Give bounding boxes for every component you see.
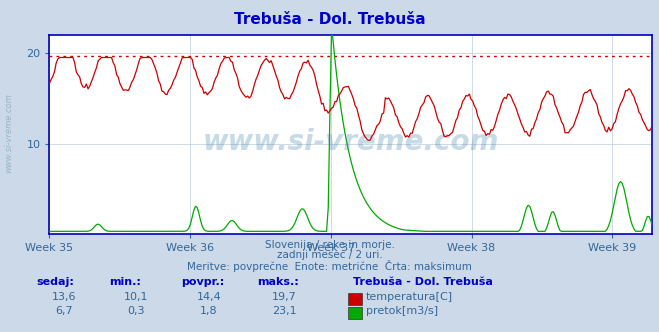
Text: 14,4: 14,4 bbox=[196, 292, 221, 302]
Text: www.si-vreme.com: www.si-vreme.com bbox=[203, 128, 499, 156]
Text: Trebuša - Dol. Trebuša: Trebuša - Dol. Trebuša bbox=[234, 12, 425, 27]
Text: 19,7: 19,7 bbox=[272, 292, 297, 302]
Text: www.si-vreme.com: www.si-vreme.com bbox=[4, 93, 13, 173]
Text: Meritve: povprečne  Enote: metrične  Črta: maksimum: Meritve: povprečne Enote: metrične Črta:… bbox=[187, 260, 472, 272]
Text: sedaj:: sedaj: bbox=[36, 277, 74, 287]
Text: povpr.:: povpr.: bbox=[181, 277, 225, 287]
Text: 13,6: 13,6 bbox=[51, 292, 76, 302]
Text: pretok[m3/s]: pretok[m3/s] bbox=[366, 306, 438, 316]
Text: 0,3: 0,3 bbox=[128, 306, 145, 316]
Text: min.:: min.: bbox=[109, 277, 140, 287]
Text: 10,1: 10,1 bbox=[124, 292, 149, 302]
Text: 1,8: 1,8 bbox=[200, 306, 217, 316]
Text: zadnji mesec / 2 uri.: zadnji mesec / 2 uri. bbox=[277, 250, 382, 260]
Text: Trebuša - Dol. Trebuša: Trebuša - Dol. Trebuša bbox=[353, 277, 492, 287]
Text: temperatura[C]: temperatura[C] bbox=[366, 292, 453, 302]
Text: maks.:: maks.: bbox=[257, 277, 299, 287]
Text: 23,1: 23,1 bbox=[272, 306, 297, 316]
Text: 6,7: 6,7 bbox=[55, 306, 72, 316]
Text: Slovenija / reke in morje.: Slovenija / reke in morje. bbox=[264, 240, 395, 250]
